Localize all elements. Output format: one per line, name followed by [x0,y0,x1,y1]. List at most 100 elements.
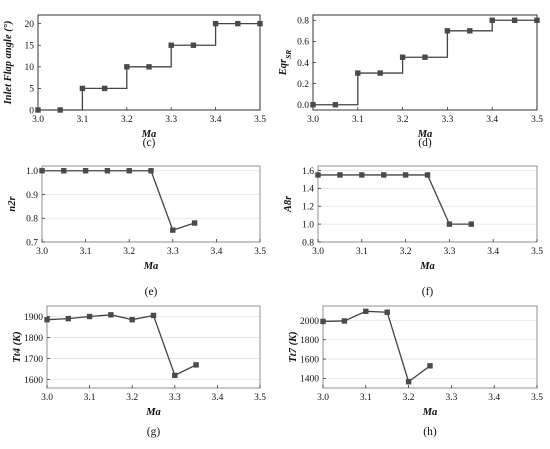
y-tick-label: 0.4 [297,59,309,69]
y-tick-label: 1600 [300,355,319,365]
data-point-marker [191,220,198,226]
data-point-marker [377,70,383,76]
x-tick-label: 3.1 [360,393,372,403]
data-point-marker [399,54,406,60]
data-point-marker [235,20,241,27]
data-point-marker [79,85,86,92]
data-point-marker [467,28,473,34]
x-tick-label: 3.3 [443,247,455,257]
data-point-marker [405,379,412,385]
data-point-marker [359,172,365,178]
plot-frame [317,165,538,243]
panel-label: (c) [143,137,156,149]
y-tick-label: 2000 [300,317,319,327]
data-point-marker [86,313,93,320]
panel-label: (h) [423,426,437,438]
data-point-marker [193,362,199,368]
series-line [322,310,431,383]
y-axis-label: n2r [7,196,18,212]
y-axis-label: Inlet Flap angle (°) [3,21,14,106]
data-point-marker [315,172,321,178]
data-point-marker [108,312,114,318]
x-axis-label: Ma [141,129,157,140]
y-tick-label: 0.8 [26,215,38,225]
x-tick-label: 3.2 [400,247,412,257]
series-line [318,174,472,225]
x-tick-label: 3.1 [80,247,92,257]
data-point-marker [101,85,108,92]
y-tick-label: 1600 [24,376,43,386]
x-axis-label: Ma [417,129,433,140]
x-tick-label: 3.3 [167,247,179,257]
y-axis-label: EqrSR [278,50,293,77]
panel-label: (d) [418,137,432,149]
data-point-marker [363,308,369,315]
x-tick-label: 3.5 [254,393,266,403]
x-tick-label: 3.0 [312,247,324,257]
chart-panel-2: 3.0 3.1 3.2 3.3 3.4 3.5 0.0 0.2 0.4 0.6 0.8 Ma EqrSR… [278,14,543,149]
y-tick-label: 0 [29,106,34,116]
data-point-marker [381,172,387,178]
x-tick-label: 3.4 [487,247,499,257]
data-point-marker [310,102,316,108]
chart-panel-4: 3.0 3.1 3.2 3.3 3.4 3.5 0.8 1.0 1.2 1.4 1.6 Ma A8r (f… [283,165,543,298]
y-tick-label: 1.0 [26,167,38,177]
x-axis-label: Ma [419,261,435,272]
y-tick-label: 20 [25,20,35,30]
x-tick-label: 3.1 [84,393,96,403]
data-point-marker [427,363,433,369]
x-tick-label: 3.0 [36,247,48,257]
data-point-marker [148,168,154,174]
data-point-marker [422,54,428,60]
x-tick-label: 3.3 [441,115,453,125]
y-tick-label: 1800 [24,334,43,344]
data-point-marker [190,42,197,48]
data-point-marker [511,17,518,23]
y-tick-label: 1900 [24,313,43,323]
x-tick-label: 3.1 [76,115,88,125]
x-tick-label: 3.2 [121,115,133,125]
data-point-marker [468,221,474,227]
data-point-marker [444,28,451,34]
panel-label: (e) [145,286,158,298]
x-tick-label: 3.5 [254,247,266,257]
data-point-marker [57,107,63,113]
x-tick-label: 3.4 [488,393,500,403]
y-tick-label: 1.6 [302,167,314,177]
x-tick-label: 3.1 [352,115,364,125]
x-tick-label: 3.3 [445,393,457,403]
x-tick-label: 3.4 [210,115,222,125]
x-tick-label: 3.0 [41,393,53,403]
data-point-marker [355,70,361,76]
x-tick-label: 3.2 [123,247,135,257]
panel-label: (f) [422,286,434,298]
data-point-marker [341,318,348,324]
data-point-marker [65,315,71,322]
x-tick-label: 3.4 [210,247,222,257]
series-line [313,19,537,106]
y-axis-label: Tt7 (K) [288,331,299,362]
panel-label: (g) [147,426,161,438]
chart-panel-5: 3.0 3.1 3.2 3.3 3.4 3.5 1600 1700 1800 1900 Ma Tt4 … [12,305,266,438]
plot-frame [41,165,261,243]
x-tick-label: 3.5 [531,393,543,403]
x-tick-label: 3.2 [397,115,409,125]
x-axis-label: Ma [143,261,159,272]
data-point-marker [534,17,540,23]
data-point-marker [320,318,326,325]
chart-panel-3: 3.0 3.1 3.2 3.3 3.4 3.5 0.7 0.8 0.9 1.0 Ma n2r (e) [7,165,266,298]
data-point-marker [82,168,89,174]
y-tick-label: 15 [25,42,35,52]
data-point-marker [332,102,339,108]
data-point-marker [257,20,263,27]
data-point-marker [39,168,45,174]
x-tick-label: 3.4 [211,393,223,403]
y-tick-label: 1.0 [302,220,314,230]
data-point-marker [150,312,157,319]
y-tick-label: 0.8 [302,238,314,248]
data-point-marker [168,42,174,48]
x-tick-label: 3.2 [126,393,138,403]
data-point-marker [126,168,132,174]
x-axis-label: Ma [145,407,161,418]
